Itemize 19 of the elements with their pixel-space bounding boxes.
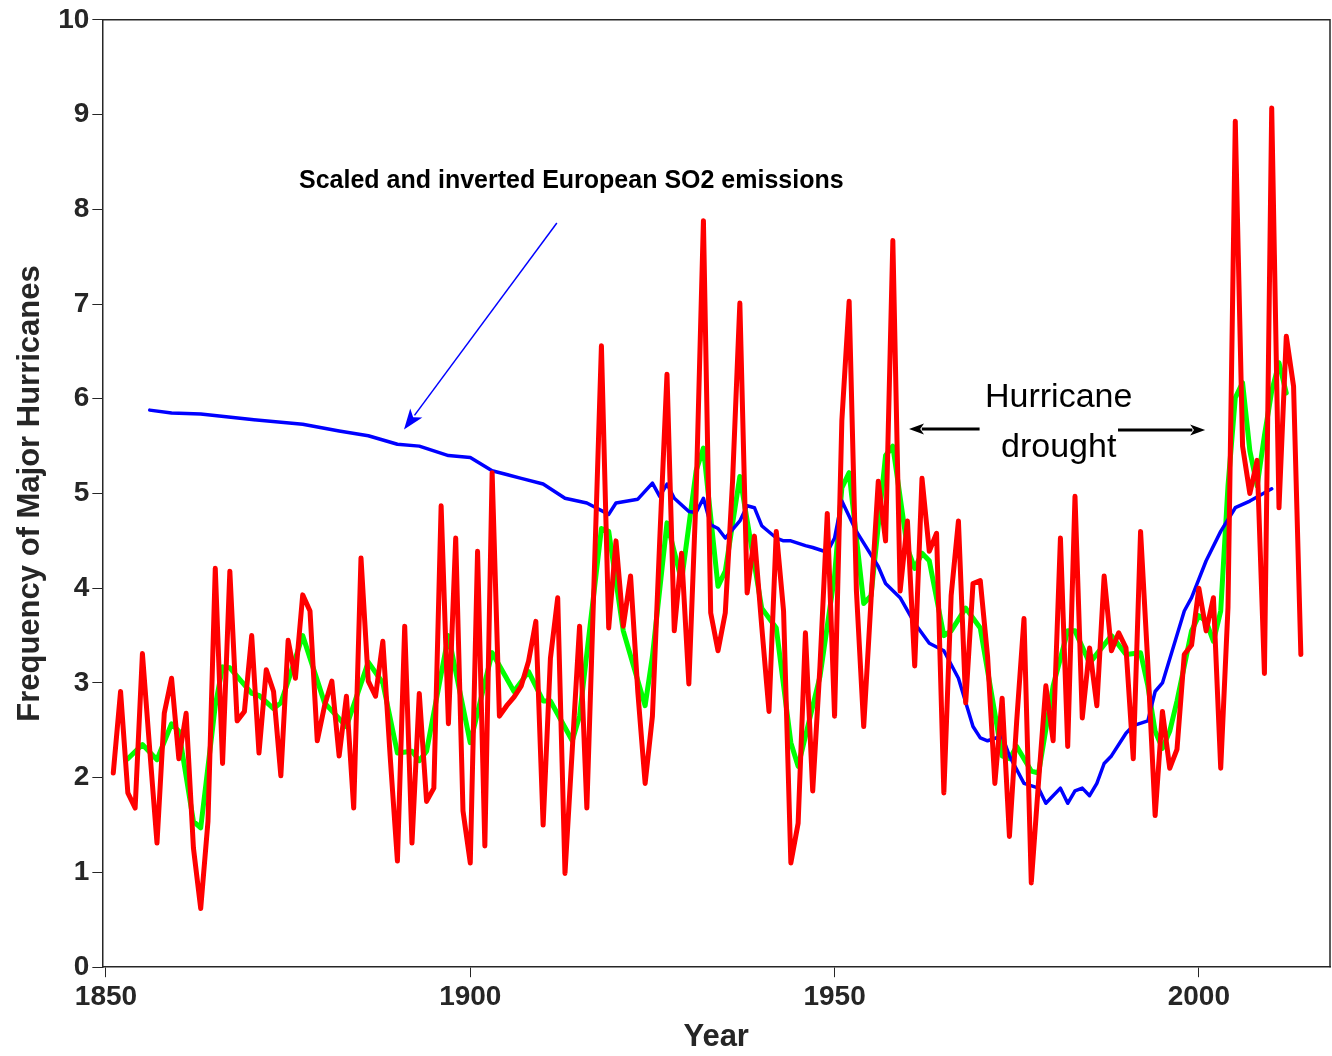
annotation: Scaled and inverted European SO2 emissions [298,164,844,193]
y-tick-label: 9 [73,97,90,129]
y-tick-label: 0 [73,949,90,981]
y-tick-label: 4 [73,570,90,602]
y-tick-label: 8 [73,192,90,223]
y-tick-label: 1 [73,855,90,887]
y-tick-label: 3 [73,665,90,697]
x-axis-title: Year [683,1017,749,1053]
x-tick-label: 2000 [1167,979,1230,1011]
x-tick-label: 1850 [74,979,138,1011]
y-tick-label: 6 [73,381,90,413]
annotation: Hurricane drought [984,376,1133,465]
y-tick-label: 10 [58,2,90,34]
x-tick-label: 1950 [803,979,866,1011]
x-tick-label: 1900 [439,979,502,1011]
y-tick-label: 7 [73,286,90,318]
y-axis-title: Frequency of Major Hurricanes [11,265,47,722]
y-tick-label: 2 [73,760,90,792]
y-tick-label: 5 [73,476,90,508]
